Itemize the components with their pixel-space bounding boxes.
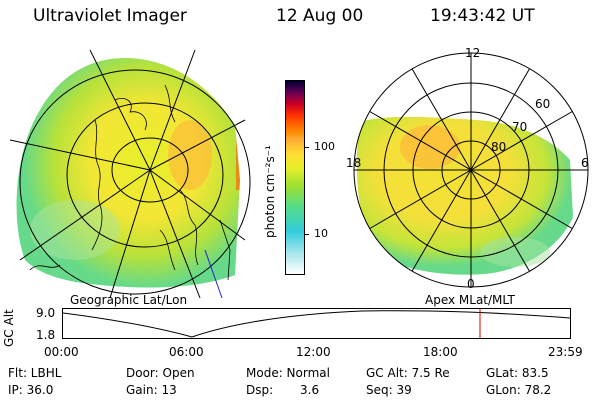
dim-emission-patch (30, 200, 120, 260)
colorbar-units: photon cm⁻²s⁻¹ (263, 145, 277, 238)
altitude-curve (62, 310, 571, 338)
info-dsp-value: 3.6 (300, 383, 320, 397)
geographic-map (9, 49, 251, 299)
geographic-map-label: Geographic Lat/Lon (70, 293, 188, 307)
info-ip: IP: 36.0 (8, 383, 54, 397)
info-seq: Seq: 39 (366, 383, 412, 397)
instrument-title: Ultraviolet Imager (33, 6, 187, 26)
colorbar-label-10: 10 (314, 227, 328, 240)
info-glat: GLat: 83.5 (486, 366, 549, 380)
info-gain: Gain: 13 (126, 383, 177, 397)
coastlines (29, 84, 231, 281)
mlat-label-70: 70 (512, 120, 528, 134)
info-gc-alt: GC Alt: 7.5 Re (366, 366, 450, 380)
terminator-line (204, 249, 223, 299)
bright-emission-patch (400, 125, 460, 169)
mlt-polar-plot (353, 52, 589, 288)
mlt-label-12: 12 (465, 46, 481, 60)
orbit-xtick-0000: 00:00 (44, 345, 79, 359)
orbit-altitude-plot (62, 308, 571, 339)
orbit-ytick-max: 9.0 (36, 306, 56, 320)
orbit-ylabel: GC Alt (2, 309, 16, 347)
info-dsp-label: Dsp: (246, 383, 274, 397)
bright-emission-patch (168, 120, 212, 190)
info-mode: Mode: Normal (246, 366, 330, 380)
orbit-xtick-0600: 06:00 (169, 345, 204, 359)
orbit-xtick-1800: 18:00 (423, 345, 458, 359)
dim-emission-patch (480, 237, 550, 267)
colorbar (285, 80, 305, 275)
time-label: 19:43:42 UT (430, 6, 535, 26)
orbit-ytick-min: 1.8 (36, 328, 56, 342)
date-label: 12 Aug 00 (276, 6, 364, 26)
orbit-xtick-1200: 12:00 (296, 345, 331, 359)
mlt-label-18: 18 (346, 156, 362, 170)
colorbar-label-100: 100 (314, 140, 335, 153)
mlat-label-60: 60 (535, 97, 551, 111)
info-flt: Flt: LBHL (8, 366, 62, 380)
colorbar-tick-100 (305, 147, 309, 148)
lat-lon-grid (9, 49, 251, 299)
mlt-map-label: Apex MLat/MLT (425, 293, 515, 307)
colorbar-tick-10 (305, 234, 309, 235)
mlt-label-6: 6 (581, 156, 589, 170)
mlat-label-80: 80 (491, 140, 507, 154)
mlat-grid (353, 52, 589, 288)
mlt-label-0: 0 (467, 277, 475, 291)
orbit-xtick-2359: 23:59 (548, 345, 583, 359)
info-glon: GLon: 78.2 (486, 383, 552, 397)
info-door: Door: Open (126, 366, 195, 380)
